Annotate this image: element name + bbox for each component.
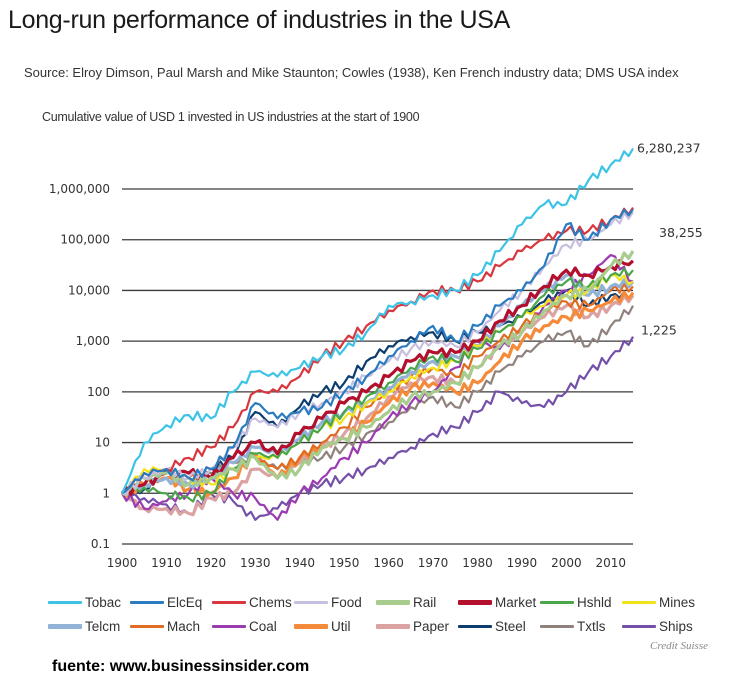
legend-item-txtls: Txtls <box>540 619 622 634</box>
legend-swatch <box>48 623 82 629</box>
x-tick-label: 1930 <box>240 556 271 570</box>
legend-item-elceq: ElcEq <box>130 595 212 610</box>
legend-swatch <box>540 600 574 604</box>
legend-swatch <box>48 600 82 604</box>
x-tick-label: 1900 <box>107 556 138 570</box>
legend-item-coal: Coal <box>212 619 294 634</box>
legend-label: Mach <box>167 618 201 634</box>
chart-title: Long-run performance of industries in th… <box>8 6 511 34</box>
legend-swatch <box>622 624 656 628</box>
legend-label: Telcm <box>85 618 121 634</box>
x-tick-label: 1970 <box>418 556 449 570</box>
annotation-market: 38,255 <box>659 225 703 240</box>
y-tick-label: 1,000,000 <box>49 182 110 196</box>
legend-item-market: Market <box>458 595 540 610</box>
legend-swatch <box>130 624 164 628</box>
legend-item-ships: Ships <box>622 619 704 634</box>
y-tick-label: 100,000 <box>60 233 110 247</box>
annotations: 6,280,237 38,255 1,225 <box>637 141 703 338</box>
x-tick-label: 2010 <box>596 556 627 570</box>
legend-swatch <box>458 599 492 605</box>
legend-label: Util <box>331 618 351 634</box>
y-tick-label: 100 <box>87 385 110 399</box>
x-tick-label: 1910 <box>151 556 182 570</box>
legend-swatch <box>212 624 246 628</box>
series-line-util <box>121 290 635 498</box>
legend-label: Food <box>331 594 362 610</box>
series-line-market <box>120 259 635 496</box>
legend-label: Ships <box>659 618 693 634</box>
x-tick-label: 1940 <box>284 556 315 570</box>
legend-swatch <box>376 623 410 629</box>
series-line-chems <box>121 206 634 495</box>
legend-swatch <box>294 623 328 629</box>
legend-swatch <box>540 624 574 628</box>
x-tick-label: 1960 <box>373 556 404 570</box>
series-line-tobac <box>121 147 634 494</box>
legend-label: Mines <box>659 594 696 610</box>
legend-item-hshld: Hshld <box>540 595 622 610</box>
legend-item-mach: Mach <box>130 619 212 634</box>
series-lines <box>120 147 635 521</box>
legend-item-steel: Steel <box>458 619 540 634</box>
line-chart: 0.1 1 10 100 1,000 10,000 100,000 1,000,000 190… <box>49 141 703 570</box>
x-axis-ticks: 1900 1910 1920 1930 1940 1950 1960 1970 1980 1990… <box>107 556 626 570</box>
legend-swatch <box>458 624 492 628</box>
legend-label: Txtls <box>577 618 606 634</box>
y-axis-ticks: 0.1 1 10 100 1,000 10,000 100,000 1,000,000 <box>49 182 110 551</box>
legend-item-telcm: Telcm <box>48 619 130 634</box>
credit-label: Credit Suisse <box>650 640 708 652</box>
legend-swatch <box>376 599 410 605</box>
legend-label: Steel <box>495 618 526 634</box>
legend-label: Coal <box>249 618 277 634</box>
y-tick-label: 10,000 <box>68 283 110 297</box>
chart-subtitle: Cumulative value of USD 1 invested in US… <box>42 110 420 124</box>
series-line-elceq <box>121 208 634 495</box>
legend-item-chems: Chems <box>212 595 294 610</box>
legend: Tobac ElcEq Chems Food Rail Market Hshld Mines T… <box>48 590 708 638</box>
legend-item-paper: Paper <box>376 619 458 634</box>
legend-label: Hshld <box>577 594 612 610</box>
y-tick-label: 0.1 <box>91 537 110 551</box>
legend-label: Tobac <box>85 594 122 610</box>
x-tick-label: 1950 <box>329 556 360 570</box>
x-tick-label: 1920 <box>196 556 227 570</box>
series-line-rail <box>121 250 635 497</box>
legend-item-mines: Mines <box>622 595 704 610</box>
series-line-food <box>121 211 634 496</box>
y-tick-label: 10 <box>95 436 110 450</box>
legend-item-tobac: Tobac <box>48 595 130 610</box>
legend-swatch <box>294 600 328 604</box>
legend-row: Tobac ElcEq Chems Food Rail Market Hshld Mines <box>48 590 708 614</box>
legend-swatch <box>130 600 164 604</box>
legend-label: Market <box>495 594 537 610</box>
series-line-paper <box>120 294 635 517</box>
source-note: Source: Elroy Dimson, Paul Marsh and Mik… <box>24 65 679 80</box>
legend-label: ElcEq <box>167 594 203 610</box>
legend-swatch <box>622 600 656 604</box>
legend-label: Chems <box>249 594 292 610</box>
legend-item-rail: Rail <box>376 595 458 610</box>
legend-item-util: Util <box>294 619 376 634</box>
x-tick-label: 2000 <box>551 556 582 570</box>
x-tick-label: 1990 <box>507 556 538 570</box>
annotation-tobac: 6,280,237 <box>637 141 701 156</box>
legend-item-food: Food <box>294 595 376 610</box>
legend-row: Telcm Mach Coal Util Paper Steel Txtls Ships <box>48 614 708 638</box>
legend-label: Rail <box>413 594 437 610</box>
x-tick-label: 1980 <box>462 556 493 570</box>
series-line-hshld <box>121 267 634 503</box>
annotation-ships: 1,225 <box>641 323 677 338</box>
y-tick-label: 1,000 <box>76 334 110 348</box>
footer-source: fuente: www.businessinsider.com <box>52 658 310 675</box>
legend-swatch <box>212 600 246 604</box>
y-tick-label: 1 <box>102 486 110 500</box>
legend-label: Paper <box>413 618 450 634</box>
